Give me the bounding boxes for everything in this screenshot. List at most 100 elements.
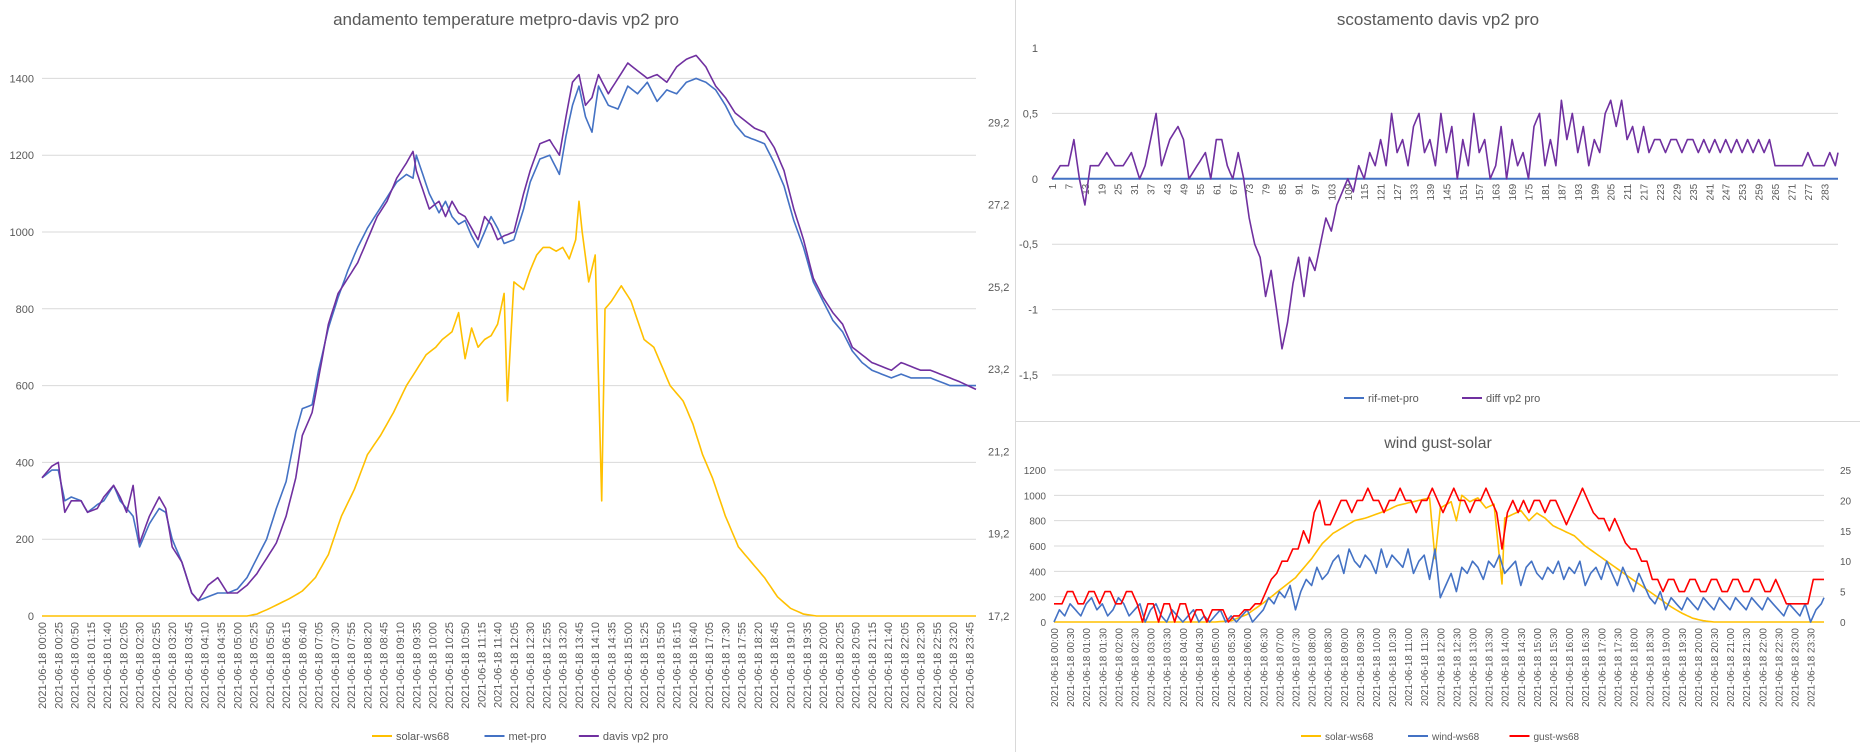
x-tick-label: 2021-06-18 17:05 [704, 622, 716, 709]
legend-label: rif-met-pro [1368, 393, 1419, 405]
x-tick-label: 2021-06-18 22:55 [932, 622, 944, 709]
x-tick-label: 277 [1804, 183, 1815, 200]
x-tick-label: 2021-06-18 18:20 [753, 622, 765, 709]
x-tick-label: 2021-06-18 07:30 [1291, 628, 1302, 707]
x-tick-label: 2021-06-18 22:30 [1774, 628, 1785, 707]
x-tick-label: 2021-06-18 17:55 [737, 622, 749, 709]
y-left-tick-label: 200 [1029, 593, 1046, 604]
x-tick-label: 2021-06-18 09:30 [1356, 628, 1367, 707]
x-tick-label: 2021-06-18 11:30 [1420, 628, 1431, 707]
x-tick-label: 2021-06-18 09:10 [395, 622, 407, 709]
x-tick-label: 271 [1787, 183, 1798, 200]
x-tick-label: 2021-06-18 09:35 [411, 622, 423, 709]
x-tick-label: 2021-06-18 03:00 [1147, 628, 1158, 707]
chart-title: wind gust-solar [1383, 435, 1492, 452]
x-tick-label: 2021-06-18 20:00 [818, 622, 830, 709]
x-tick-label: 2021-06-18 20:25 [834, 622, 846, 709]
y-right-tick-label: 27,2 [988, 200, 1009, 212]
x-tick-label: 229 [1672, 183, 1683, 200]
x-tick-label: 121 [1377, 183, 1388, 200]
panel-divider-vertical [1015, 0, 1016, 752]
x-tick-label: 2021-06-18 00:00 [1050, 628, 1061, 707]
temperature-chart-panel: andamento temperature metpro-davis vp2 p… [9, 10, 1010, 743]
x-tick-label: 2021-06-18 03:45 [183, 622, 195, 709]
x-tick-label: 2021-06-18 16:15 [672, 622, 684, 709]
x-tick-label: 2021-06-18 04:30 [1195, 628, 1206, 707]
y-left-tick-label: 1400 [10, 73, 34, 85]
x-tick-label: 25 [1114, 183, 1125, 195]
x-tick-label: 151 [1459, 183, 1470, 200]
series-line-wind-ws68 [1053, 548, 1825, 623]
x-tick-label: 181 [1541, 183, 1552, 200]
x-tick-label: 2021-06-18 10:30 [1388, 628, 1399, 707]
x-tick-label: 2021-06-18 02:30 [1130, 628, 1141, 707]
x-tick-label: 2021-06-18 11:00 [1404, 628, 1415, 707]
x-tick-label: 2021-06-18 06:15 [281, 622, 293, 709]
x-tick-label: 2021-06-18 22:05 [899, 622, 911, 709]
x-tick-label: 2021-06-18 19:10 [786, 622, 798, 709]
y-right-tick-label: 23,2 [988, 364, 1009, 376]
x-tick-label: 85 [1278, 183, 1289, 195]
x-tick-label: 1 [1048, 183, 1059, 189]
legend-label: gust-ws68 [1534, 732, 1580, 743]
x-tick-label: 241 [1705, 183, 1716, 200]
y-right-tick-label: 25 [1840, 466, 1852, 477]
legend-label: diff vp2 pro [1486, 393, 1540, 405]
x-tick-label: 2021-06-18 06:40 [297, 622, 309, 709]
x-tick-label: 139 [1426, 183, 1437, 200]
y-left-tick-label: 200 [16, 534, 34, 546]
x-tick-label: 61 [1212, 183, 1223, 195]
x-tick-label: 2021-06-18 21:30 [1742, 628, 1753, 707]
x-tick-label: 2021-06-18 13:00 [1469, 628, 1480, 707]
x-tick-label: 97 [1311, 183, 1322, 195]
x-tick-label: 103 [1327, 183, 1338, 200]
y-left-tick-label: 0 [1040, 618, 1046, 629]
x-tick-label: 2021-06-18 12:30 [525, 622, 537, 709]
x-tick-label: 2021-06-18 15:30 [1549, 628, 1560, 707]
x-tick-label: 2021-06-18 05:25 [249, 622, 261, 709]
x-tick-label: 2021-06-18 15:00 [623, 622, 635, 709]
x-tick-label: 211 [1623, 183, 1634, 199]
x-tick-label: 2021-06-18 14:35 [607, 622, 619, 709]
x-tick-label: 2021-06-18 13:20 [558, 622, 570, 709]
x-tick-label: 2021-06-18 17:00 [1597, 628, 1608, 707]
x-tick-label: 2021-06-18 15:00 [1533, 628, 1544, 707]
x-tick-label: 2021-06-18 12:05 [509, 622, 521, 709]
x-tick-label: 2021-06-18 15:50 [655, 622, 667, 709]
x-tick-label: 2021-06-18 00:50 [70, 622, 82, 709]
x-tick-label: 43 [1163, 183, 1174, 195]
y-tick-label: -1 [1028, 305, 1038, 317]
x-tick-label: 2021-06-18 19:00 [1662, 628, 1673, 707]
x-tick-label: 2021-06-18 18:45 [769, 622, 781, 709]
x-tick-label: 253 [1738, 183, 1749, 200]
x-tick-label: 2021-06-18 14:30 [1517, 628, 1528, 707]
x-tick-label: 2021-06-18 02:00 [1114, 628, 1125, 707]
x-tick-label: 2021-06-18 21:40 [883, 622, 895, 709]
x-tick-label: 2021-06-18 07:55 [346, 622, 358, 709]
x-tick-label: 2021-06-18 23:20 [948, 622, 960, 709]
x-tick-label: 2021-06-18 23:30 [1807, 628, 1818, 707]
x-tick-label: 2021-06-18 21:15 [867, 622, 879, 709]
x-tick-label: 2021-06-18 14:00 [1501, 628, 1512, 707]
x-tick-label: 2021-06-18 08:45 [379, 622, 391, 709]
x-tick-label: 199 [1590, 183, 1601, 200]
x-tick-label: 163 [1492, 183, 1503, 200]
x-tick-label: 2021-06-18 07:00 [1275, 628, 1286, 707]
x-tick-label: 2021-06-18 17:30 [1613, 628, 1624, 707]
x-tick-label: 127 [1393, 183, 1404, 200]
panel-divider-horizontal [1016, 421, 1860, 422]
x-tick-label: 145 [1442, 183, 1453, 200]
x-tick-label: 2021-06-18 02:55 [151, 622, 163, 709]
temperature-chart: andamento temperature metpro-davis vp2 p… [10, 10, 1010, 743]
x-tick-label: 2021-06-18 04:10 [200, 622, 212, 709]
x-tick-label: 2021-06-18 00:30 [1066, 628, 1077, 707]
x-tick-label: 2021-06-18 01:30 [1098, 628, 1109, 707]
y-left-tick-label: 1000 [10, 227, 34, 239]
x-tick-label: 283 [1820, 183, 1831, 200]
x-tick-label: 259 [1755, 183, 1766, 200]
x-tick-label: 2021-06-18 11:40 [493, 622, 505, 708]
x-tick-label: 2021-06-18 21:00 [1726, 628, 1737, 707]
x-tick-label: 2021-06-18 07:05 [314, 622, 326, 709]
deviation-chart: scostamento davis vp2 pro -1,5 -1 -0,5 0 0,5 1… [1019, 10, 1839, 405]
y-right-tick-label: 29,2 [988, 117, 1009, 129]
